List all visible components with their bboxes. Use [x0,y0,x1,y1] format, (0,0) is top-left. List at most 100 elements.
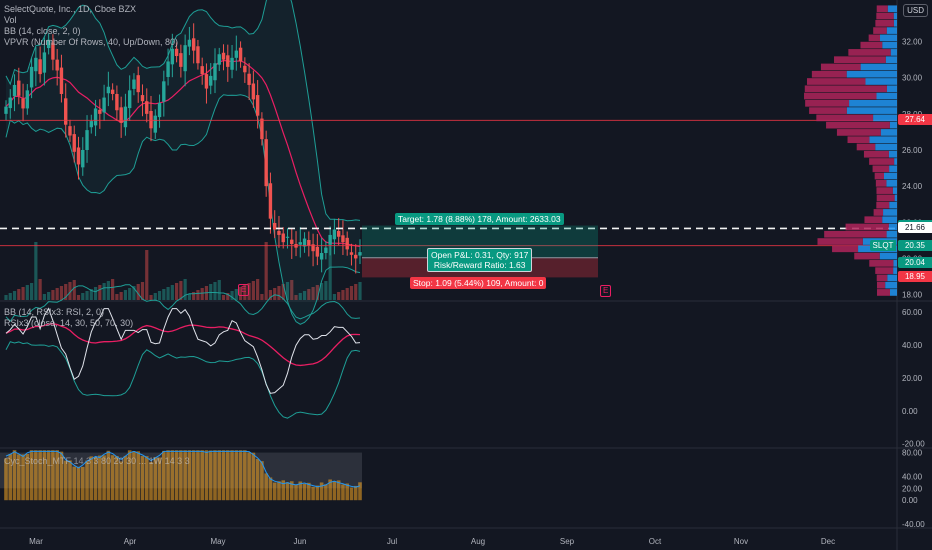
volume-bar [17,289,21,300]
stoch-bar [72,466,77,501]
stoch-bar [341,484,345,501]
bollinger-basis-line [5,59,361,248]
currency-badge[interactable]: USD [903,4,928,17]
volume-bar [294,295,298,300]
stoch-bar [277,481,281,501]
volume-bar [226,293,230,300]
candle-body [85,130,89,150]
stoch-bar [115,456,119,501]
stoch-bar [187,450,192,501]
price-tick-label: 32.00 [902,38,923,47]
vpvr-up-bar [894,194,897,202]
vpvr-down-bar [804,92,877,100]
volume-bar [307,289,311,300]
stoch-bar [213,450,217,501]
candle-body [200,66,204,75]
candle-body [187,39,192,47]
stoch-bar [260,461,264,501]
vpvr-up-bar [889,289,897,296]
volume-bar [187,294,191,300]
volume-bar [277,286,281,300]
candle-body [93,108,98,126]
symbol-tag: SLQT [870,240,896,252]
volume-bar [12,291,17,300]
stoch-bar [85,460,89,501]
vpvr-down-bar [863,150,889,158]
candle-body [243,65,247,73]
candle-body [255,95,260,116]
vpvr-down-bar [845,223,889,231]
candle-body [174,48,179,57]
volume-bar [328,242,332,300]
vpvr-up-bar [893,19,897,27]
candle-body [319,253,324,260]
vpvr-up-bar [889,165,897,173]
vpvr-down-bar [873,209,884,216]
stop-label[interactable]: Stop: 1.09 (5.44%) 109, Amount: 0 [410,277,547,289]
vpvr-down-bar [875,19,894,27]
vpvr-up-bar [888,223,897,231]
candle-body [68,126,72,136]
vpvr-up-bar [885,56,897,64]
price-tick-label: 26.00 [902,146,923,155]
earnings-marker[interactable]: E [238,284,250,296]
vpvr-up-bar [886,85,897,93]
candle-body [42,52,47,73]
stoch-bar [238,450,243,501]
candle-body [136,75,140,93]
volume-bar [320,283,324,300]
rsi-legend: RSIx3 (close, 14, 30, 50, 70, 30) [4,318,134,328]
candle-body [221,52,226,60]
vpvr-up-bar [882,41,897,49]
vpvr-down-bar [868,34,881,42]
volume-bar [281,284,285,300]
volume-bar [55,288,59,300]
candle-body [298,242,302,245]
volume-bar [354,284,358,300]
candle-body [272,223,277,230]
rsi-basis-line [5,323,361,367]
stoch-bar [328,479,332,501]
vpvr-down-bar [856,143,876,151]
volume-bar [264,242,268,300]
vpvr-down-bar [876,12,894,20]
vpvr-down-bar [876,187,893,194]
stoch-bar [16,454,21,501]
candle-body [29,66,34,88]
price-tick-label: 30.00 [902,74,923,83]
candle-body [98,109,102,114]
candle-body [354,254,358,259]
pnl-box[interactable]: Open P&L: 0.31, Qty: 917 Risk/Reward Rat… [427,248,533,272]
volume-bar [302,291,307,300]
rsi-tick-label: 40.00 [902,341,923,350]
volume-bar [315,285,319,300]
candle-body [162,81,166,102]
candle-body [217,54,221,65]
target-label[interactable]: Target: 1.78 (8.88%) 178, Amount: 2633.0… [395,213,564,225]
stoch-bar [285,482,290,501]
vpvr-down-bar [876,194,895,202]
volume-legend: Vol [4,15,17,25]
volume-bar [234,289,238,300]
candle-body [123,106,128,128]
earnings-marker[interactable]: E [600,285,612,297]
stoch-bar [166,450,170,501]
stoch-bar [349,487,354,501]
vpvr-down-bar [875,180,887,187]
volume-bar [332,294,337,300]
vpvr-up-bar [846,107,897,114]
time-axis-label: Apr [124,537,137,546]
bollinger-legend: BB (14, close, 2, 0) [4,26,81,36]
vpvr-up-bar [894,158,897,165]
stoch-bar [311,486,315,501]
candle-body [81,150,85,168]
candle-body [285,236,290,238]
candle-body [302,238,307,247]
candle-body [183,45,187,72]
volume-bar [349,286,354,300]
candle-body [106,86,111,94]
time-axis-label: May [210,537,225,546]
volume-bar [273,288,277,300]
price-tick-label: 24.00 [902,182,923,191]
